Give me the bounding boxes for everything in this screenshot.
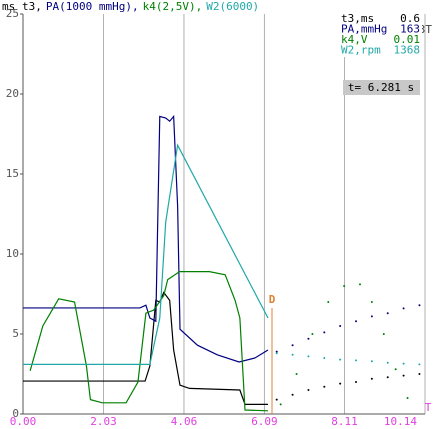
x-tick-label: 2.03 <box>90 415 117 428</box>
readout-label: t3,ms <box>341 12 374 25</box>
y-tick-label: 20 <box>6 87 19 100</box>
data-dot <box>386 376 389 379</box>
data-dot <box>382 333 385 335</box>
y-tick-label: 0 <box>12 407 19 420</box>
data-dot <box>323 385 326 388</box>
data-dot <box>323 331 326 334</box>
legend-entry: PA(1000 mmHg), <box>46 0 139 13</box>
data-dot <box>291 353 294 356</box>
data-dot <box>402 307 405 310</box>
series-line <box>23 143 269 365</box>
readout-value: 163 <box>400 23 420 36</box>
data-dot <box>402 362 405 365</box>
data-dot <box>358 283 361 286</box>
y-tick-label: 15 <box>6 167 19 180</box>
data-dot <box>370 360 373 363</box>
data-dot <box>370 301 373 303</box>
data-dot <box>339 325 342 327</box>
data-dot <box>418 373 421 375</box>
data-dot <box>291 344 294 347</box>
data-dot <box>394 368 397 371</box>
series-line <box>23 114 269 363</box>
data-dot <box>307 337 310 340</box>
legend-entry: t3, <box>22 0 42 13</box>
data-dot <box>307 389 310 391</box>
data-dot <box>418 363 421 366</box>
data-dot <box>307 355 310 358</box>
y-tick-label: 10 <box>6 247 19 260</box>
end-marker: T <box>425 401 432 414</box>
data-dot <box>291 393 294 396</box>
data-dot <box>275 398 278 401</box>
cursor-marker: D <box>269 293 276 306</box>
y-tick-label: 5 <box>12 327 19 340</box>
data-dot <box>406 397 409 399</box>
data-dot <box>295 373 298 375</box>
data-dot <box>339 382 342 385</box>
y-tick-label: 25 <box>6 7 19 20</box>
data-dot <box>323 357 326 359</box>
data-dot <box>275 352 278 355</box>
series-line <box>29 271 269 412</box>
data-dot <box>370 377 373 380</box>
x-tick-label: 10.14 <box>384 415 417 428</box>
data-dot <box>343 285 346 287</box>
data-dot <box>339 358 342 361</box>
data-dot <box>418 304 421 307</box>
legend: t3, PA(1000 mmHg), k4(2,5V), W2(6000) <box>22 0 259 13</box>
readout-box <box>340 13 422 57</box>
data-dot <box>355 381 358 383</box>
x-tick-label: 0.00 <box>10 415 37 428</box>
x-tick-label: 8.11 <box>331 415 358 428</box>
data-dot <box>311 333 314 335</box>
data-dot <box>386 312 389 315</box>
data-dot <box>355 359 358 362</box>
data-dot <box>279 403 282 406</box>
y-axis-label: ms <box>2 0 15 13</box>
data-dot <box>386 361 389 364</box>
data-dot <box>370 315 373 318</box>
cursor-time: t= 6.281 s <box>348 81 414 94</box>
legend-entry: W2(6000) <box>206 0 259 13</box>
readout-label: W2,rpm <box>341 44 381 57</box>
data-dot <box>402 374 405 377</box>
readout-value: 0.01 <box>394 33 421 46</box>
data-dot <box>275 350 278 353</box>
readout-label: PA,mmHg <box>341 23 387 36</box>
x-tick-label: 6.09 <box>251 415 278 428</box>
data-dot <box>355 320 358 323</box>
cursor-box <box>343 80 420 95</box>
x-tick-label: 4.06 <box>171 415 198 428</box>
legend-entry: k4(2,5V), <box>143 0 203 13</box>
readout-value: 0.6 <box>400 12 420 25</box>
data-dot <box>327 301 330 303</box>
readout-label: k4,V <box>341 33 368 46</box>
series-line <box>23 291 269 405</box>
readout-value: 1368 <box>394 44 421 57</box>
